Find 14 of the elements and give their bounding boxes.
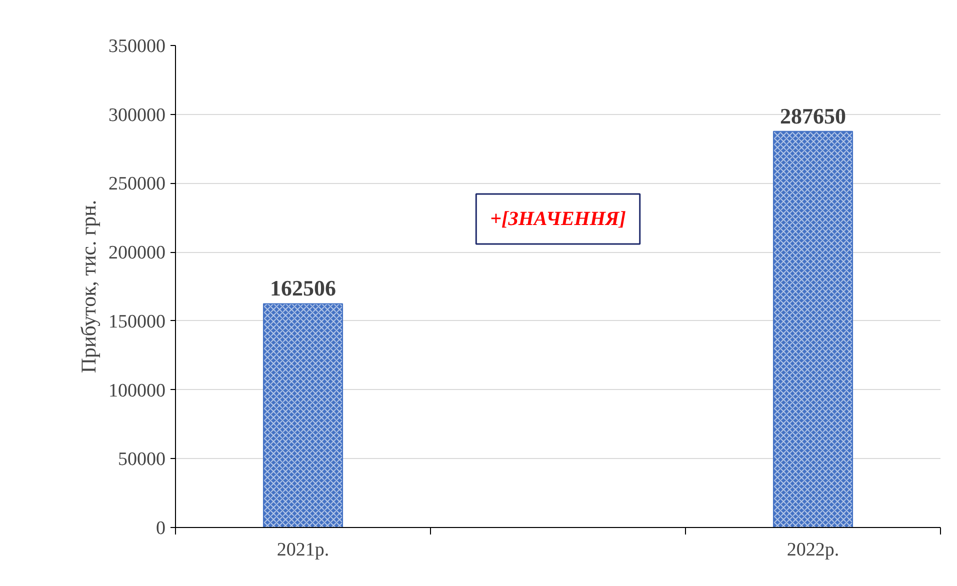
annotation: +[ЗНАЧЕННЯ] bbox=[490, 208, 626, 230]
y-axis-title: Прибуток, тис. грн. bbox=[76, 200, 100, 374]
data-label: 287650 bbox=[780, 103, 846, 128]
y-tick-label: 0 bbox=[156, 518, 166, 539]
y-tick-label: 350000 bbox=[108, 36, 166, 57]
data-label: 162506 bbox=[270, 276, 336, 301]
x-tick-label: 2021р. bbox=[276, 540, 330, 560]
x-tick-label: 2022р. bbox=[786, 540, 840, 560]
y-tick-label: 150000 bbox=[108, 311, 166, 332]
y-tick-label: 300000 bbox=[108, 104, 166, 126]
y-tick-label: 50000 bbox=[118, 449, 166, 470]
y-tick-label: 100000 bbox=[108, 380, 166, 402]
y-tick-label: 200000 bbox=[108, 242, 166, 264]
y-tick-label: 250000 bbox=[108, 174, 166, 195]
